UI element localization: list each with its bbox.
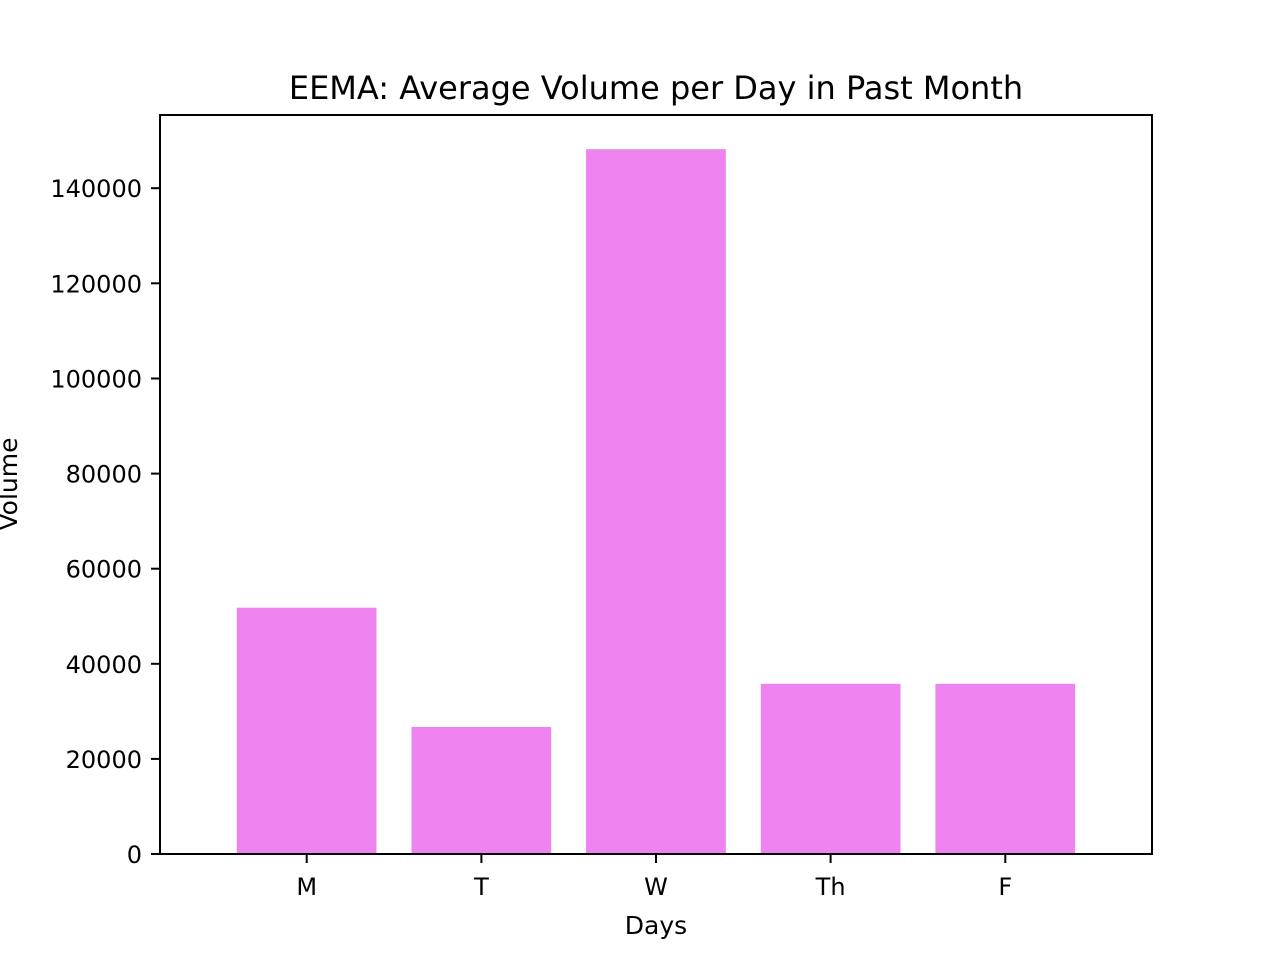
bars-layer <box>236 149 1076 854</box>
bar-th <box>760 683 901 854</box>
y-tick-label: 100000 <box>50 366 142 394</box>
y-tick-label: 60000 <box>66 556 142 584</box>
x-axis-label: Days <box>625 911 687 940</box>
y-tick-label: 140000 <box>50 175 142 203</box>
x-tick-label: M <box>296 873 317 901</box>
y-tick-label: 120000 <box>50 270 142 298</box>
y-axis-label: Volume <box>0 438 23 531</box>
bar-f <box>935 683 1076 854</box>
y-tick-label: 40000 <box>66 651 142 679</box>
x-tick-label: F <box>998 873 1012 901</box>
bar-t <box>411 727 552 854</box>
y-tick-label: 0 <box>127 841 142 869</box>
chart-title: EEMA: Average Volume per Day in Past Mon… <box>289 69 1023 107</box>
x-tick-label: W <box>644 873 668 901</box>
bar-w <box>586 149 726 854</box>
y-tick-label: 20000 <box>66 746 142 774</box>
x-axis-ticks: M T W Th F <box>296 854 1012 901</box>
x-tick-label: Th <box>815 873 846 901</box>
x-tick-label: T <box>473 873 489 901</box>
y-tick-label: 80000 <box>66 461 142 489</box>
y-axis-ticks: 0 20000 40000 60000 80000 100000 120000 140000 <box>50 175 160 869</box>
bar-m <box>236 607 377 854</box>
